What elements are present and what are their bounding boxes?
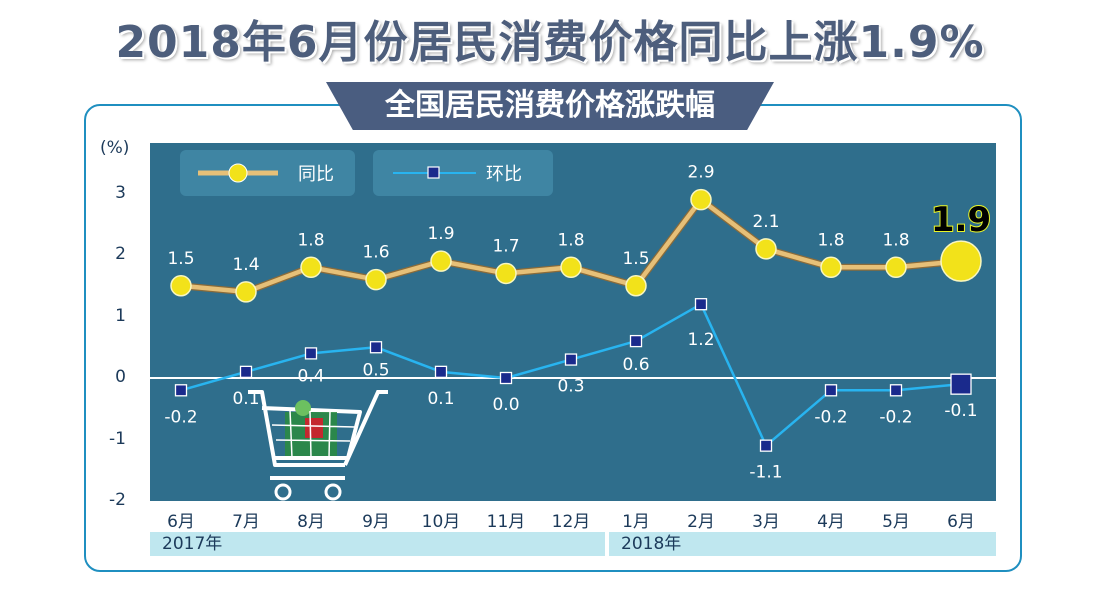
yoy-point xyxy=(300,256,322,279)
yoy-point xyxy=(820,256,842,279)
mom-point xyxy=(304,347,318,360)
y-tick-label: -1 xyxy=(109,428,126,449)
x-tick-label: 2月 xyxy=(687,512,715,532)
mom-data-label: 0.0 xyxy=(492,395,519,415)
x-tick-label: 10月 xyxy=(421,512,461,532)
yoy-data-label: 1.9 xyxy=(931,200,991,240)
mom-point xyxy=(499,371,513,385)
yoy-point xyxy=(625,275,647,297)
mom-data-label: 0.5 xyxy=(362,360,389,380)
shopping-cart-illustration xyxy=(248,390,388,501)
yoy-point xyxy=(560,256,582,279)
x-tick-label: 9月 xyxy=(362,512,390,532)
main-title: 2018年6月份居民消费价格同比上涨1.9% xyxy=(115,17,985,68)
yoy-data-label: 2.9 xyxy=(687,163,714,183)
mom-point xyxy=(239,365,253,379)
yoy-data-label: 1.8 xyxy=(557,230,584,250)
mom-point xyxy=(629,334,643,348)
yoy-data-label: 1.7 xyxy=(492,236,519,256)
cart-goods-top xyxy=(295,400,311,416)
mom-data-label: 0.1 xyxy=(427,389,454,409)
mom-point xyxy=(694,298,708,311)
y-tick-label: 0 xyxy=(115,367,126,387)
yoy-data-label: 2.1 xyxy=(752,212,779,232)
y-tick-label: 2 xyxy=(115,244,126,264)
cart-wheel-left xyxy=(274,483,292,501)
mom-point xyxy=(889,384,903,397)
x-tick-label: 6月 xyxy=(167,512,195,532)
yoy-point xyxy=(885,256,907,279)
x-tick-label: 12月 xyxy=(551,512,591,532)
cart-goods-item xyxy=(305,418,323,438)
yoy-point xyxy=(430,250,452,272)
mom-data-label: 0.3 xyxy=(557,377,584,397)
cart-wheel-right xyxy=(324,483,342,501)
yoy-point xyxy=(235,281,257,303)
legend-marker-mom xyxy=(427,166,440,179)
yoy-data-label: 1.8 xyxy=(817,230,844,250)
yoy-data-label: 1.5 xyxy=(622,249,649,269)
mom-point xyxy=(369,341,383,354)
mom-point xyxy=(564,353,578,366)
yoy-point xyxy=(690,188,712,211)
x-tick-label: 6月 xyxy=(947,512,975,532)
mom-point xyxy=(824,384,838,397)
mom-data-label: -1.1 xyxy=(749,463,782,483)
x-tick-label: 1月 xyxy=(622,512,650,532)
yoy-point xyxy=(755,238,777,260)
legend-label-yoy: 同比 xyxy=(298,164,334,185)
mom-data-label: -0.2 xyxy=(814,407,847,427)
x-tick-label: 11月 xyxy=(486,512,526,532)
x-tick-label: 5月 xyxy=(882,512,910,532)
legend-marker-yoy xyxy=(228,163,248,183)
yoy-point xyxy=(365,268,387,291)
mom-data-label: 0.6 xyxy=(622,355,649,375)
y-tick-label: 1 xyxy=(115,305,126,326)
yoy-point xyxy=(170,275,192,297)
mom-point xyxy=(950,373,972,395)
y-tick-label: -2 xyxy=(109,490,126,510)
x-tick-label: 8月 xyxy=(297,512,325,532)
mom-data-label: -0.1 xyxy=(944,401,977,421)
mom-data-label: -0.2 xyxy=(879,407,912,427)
mom-point xyxy=(174,384,188,397)
mom-data-label: -0.2 xyxy=(164,407,197,427)
cart-grid xyxy=(271,409,356,459)
yoy-point xyxy=(495,262,517,285)
year-label-2018: 2018年 xyxy=(609,532,996,556)
yoy-data-label: 1.6 xyxy=(362,243,389,263)
legend-label-mom: 环比 xyxy=(486,164,522,185)
mom-data-label: 1.2 xyxy=(687,330,714,350)
yoy-data-label: 1.9 xyxy=(427,224,454,244)
cart-handle xyxy=(343,390,388,466)
x-tick-label: 7月 xyxy=(232,512,260,532)
yoy-data-label: 1.8 xyxy=(882,230,909,250)
x-tick-label: 3月 xyxy=(752,512,780,532)
chart-subtitle-banner: 全国居民消费价格涨跌幅 xyxy=(326,82,774,130)
yoy-data-label: 1.4 xyxy=(232,255,259,275)
year-label-2017: 2017年 xyxy=(150,532,605,556)
x-tick-label: 4月 xyxy=(817,512,845,532)
mom-data-label: 0.4 xyxy=(297,366,324,386)
y-axis-label: (%) xyxy=(100,138,130,158)
y-tick-label: 3 xyxy=(115,182,126,203)
mom-point xyxy=(434,365,448,379)
yoy-point xyxy=(940,240,982,282)
mom-point xyxy=(759,439,773,452)
yoy-data-label: 1.5 xyxy=(167,249,194,269)
yoy-data-label: 1.8 xyxy=(297,230,324,250)
